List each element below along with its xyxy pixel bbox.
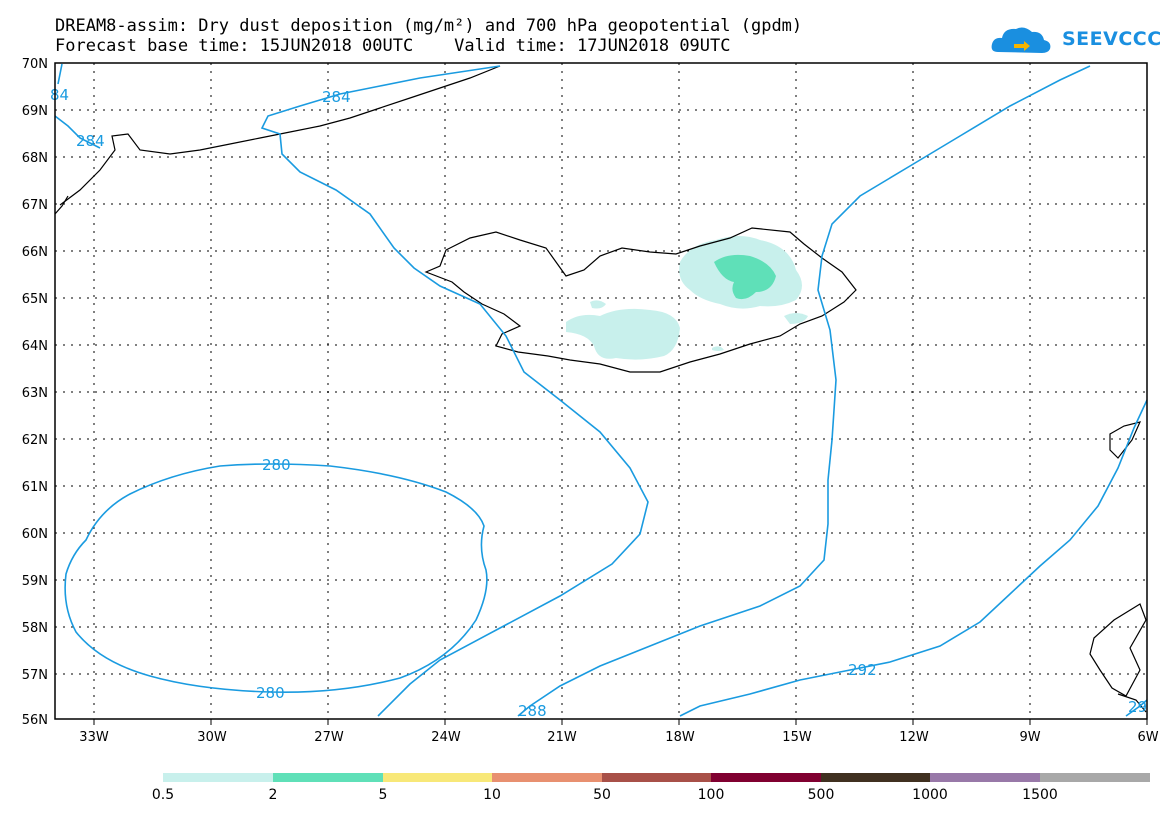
colorbar-swatch bbox=[383, 773, 492, 782]
colorbar-label: 0.5 bbox=[151, 787, 175, 803]
colorbar-swatch bbox=[602, 773, 711, 782]
contour-labels: 284 284 84 280 280 288 292 29 bbox=[50, 86, 1147, 720]
logo-text: SEEVCCC bbox=[1062, 28, 1162, 50]
colorbar-label: 50 bbox=[593, 787, 611, 803]
lon-label: 33W bbox=[79, 730, 109, 745]
lat-label: 67N bbox=[21, 198, 48, 213]
geopotential-contours bbox=[54, 63, 1148, 717]
lat-label: 70N bbox=[21, 57, 48, 72]
colorbar-label: 1500 bbox=[1022, 787, 1058, 803]
contour-label: 292 bbox=[848, 661, 877, 679]
chart-subtitle: Forecast base time: 15JUN2018 00UTC Vali… bbox=[55, 36, 731, 56]
lon-label: 30W bbox=[197, 730, 227, 745]
lon-label: 9W bbox=[1019, 730, 1041, 745]
colorbar-label: 100 bbox=[697, 787, 725, 803]
map-grid bbox=[55, 63, 1147, 719]
contour-label: 280 bbox=[262, 456, 291, 474]
lat-label: 63N bbox=[21, 386, 48, 401]
contour-label: 29 bbox=[1128, 698, 1147, 716]
lat-label: 64N bbox=[21, 339, 48, 354]
lon-label: 15W bbox=[782, 730, 812, 745]
lat-label: 69N bbox=[21, 104, 48, 119]
coastlines bbox=[54, 65, 1147, 713]
colorbar-label: 10 bbox=[483, 787, 501, 803]
colorbar-swatch bbox=[821, 773, 930, 782]
contour-label: 84 bbox=[50, 86, 69, 104]
colorbar-swatch bbox=[711, 773, 821, 782]
contour-label: 288 bbox=[518, 702, 547, 720]
lat-label: 59N bbox=[21, 574, 48, 589]
cloud-icon bbox=[991, 27, 1051, 53]
colorbar-label: 1000 bbox=[912, 787, 948, 803]
lat-label: 62N bbox=[21, 433, 48, 448]
map-frame bbox=[54, 62, 1148, 720]
chart-title: DREAM8-assim: Dry dust deposition (mg/m²… bbox=[55, 16, 803, 36]
dust-deposition-shading bbox=[566, 236, 808, 360]
lat-label: 56N bbox=[21, 713, 48, 728]
colorbar-label: 5 bbox=[378, 787, 388, 803]
lon-label: 12W bbox=[899, 730, 929, 745]
lat-label: 68N bbox=[21, 151, 48, 166]
contour-label: 280 bbox=[256, 684, 285, 702]
contour-label: 284 bbox=[76, 132, 105, 150]
lon-label: 24W bbox=[431, 730, 461, 745]
colorbar-swatch bbox=[163, 773, 273, 782]
colorbar-swatch bbox=[273, 773, 383, 782]
colorbar-swatch bbox=[1040, 773, 1150, 782]
colorbar-swatch bbox=[492, 773, 602, 782]
lat-label: 60N bbox=[21, 527, 48, 542]
lat-label: 61N bbox=[21, 480, 48, 495]
lon-label: 18W bbox=[665, 730, 695, 745]
lon-label: 27W bbox=[314, 730, 344, 745]
colorbar-label: 2 bbox=[268, 787, 278, 803]
lat-label: 65N bbox=[21, 292, 48, 307]
colorbar-swatch bbox=[930, 773, 1040, 782]
lon-label: 21W bbox=[547, 730, 577, 745]
lon-label: 6W bbox=[1137, 730, 1159, 745]
lat-label: 58N bbox=[21, 621, 48, 636]
lat-label: 57N bbox=[21, 668, 48, 683]
lat-label: 66N bbox=[21, 245, 48, 260]
contour-label: 284 bbox=[322, 88, 351, 106]
colorbar-label: 500 bbox=[807, 787, 835, 803]
